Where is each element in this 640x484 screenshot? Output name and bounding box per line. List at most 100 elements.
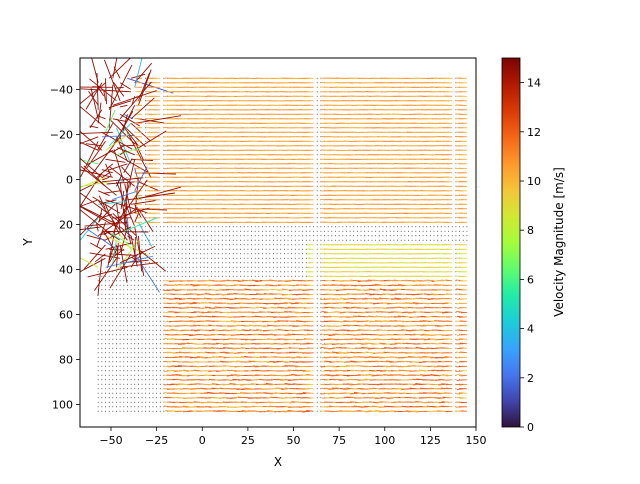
vector-dot [207, 244, 208, 245]
vector-dot [251, 231, 252, 232]
vector-dot [196, 244, 197, 245]
vector-dot [320, 231, 321, 232]
vector-dot [302, 253, 303, 254]
vector-dot [193, 249, 194, 250]
vector-dot [145, 298, 146, 299]
vector-dot [138, 303, 139, 304]
vector-arrow [285, 281, 292, 282]
vector-dot [127, 303, 128, 304]
vector-dot [131, 298, 132, 299]
vector-dot [116, 307, 117, 308]
vector-dot [226, 226, 227, 227]
vector-dot [306, 258, 307, 259]
vector-dot [182, 276, 183, 277]
vector-dot [160, 226, 161, 227]
vector-dot [222, 240, 223, 241]
vector-dot [372, 235, 373, 236]
vector-dot [357, 226, 358, 227]
vector-dot [455, 96, 456, 97]
vector-dot [320, 136, 321, 137]
vector-dot [317, 204, 318, 205]
vector-dot [393, 231, 394, 232]
vector-dot [466, 231, 467, 232]
vector-dot [200, 249, 201, 250]
vector-dot [258, 276, 259, 277]
vector-dot [423, 226, 424, 227]
vector-arrow [72, 137, 98, 147]
vector-dot [346, 226, 347, 227]
vector-dot [229, 240, 230, 241]
vector-dot [419, 235, 420, 236]
vector-dot [320, 105, 321, 106]
vector-arrow [307, 294, 314, 295]
vector-dot [160, 303, 161, 304]
vector-dot [295, 258, 296, 259]
vector-dot [105, 280, 106, 281]
vector-dot [291, 226, 292, 227]
vector-dot [163, 249, 164, 250]
vector-dot [284, 231, 285, 232]
vector-dot [167, 231, 168, 232]
vector-dot [112, 303, 113, 304]
vector-dot [251, 267, 252, 268]
vector-dot [375, 226, 376, 227]
vector-dot [317, 280, 318, 281]
vector-dot [280, 240, 281, 241]
vector-dot [291, 267, 292, 268]
vector-dot [266, 226, 267, 227]
vector-dot [163, 231, 164, 232]
vector-dot [211, 244, 212, 245]
vector-dot [218, 258, 219, 259]
vector-arrow [81, 132, 113, 133]
vector-dot [448, 240, 449, 241]
vector-dot [459, 226, 460, 227]
vector-dot [240, 262, 241, 263]
vector-dot [153, 276, 154, 277]
vector-dot [156, 276, 157, 277]
vector-arrow [431, 294, 438, 295]
vector-dot [193, 240, 194, 241]
vector-dot [284, 253, 285, 254]
vector-dot [441, 240, 442, 241]
vector-dot [269, 231, 270, 232]
vector-dot [200, 231, 201, 232]
vector-dot [163, 244, 164, 245]
vector-dot [200, 235, 201, 236]
vector-dot [211, 276, 212, 277]
vector-field [58, 35, 467, 412]
vector-dot [247, 235, 248, 236]
vector-arrow [428, 294, 435, 295]
vector-dot [222, 249, 223, 250]
vector-dot [229, 262, 230, 263]
vector-dot [204, 244, 205, 245]
vector-dot [215, 253, 216, 254]
vector-dot [156, 235, 157, 236]
vector-dot [196, 258, 197, 259]
vector-dot [455, 172, 456, 173]
vector-dot [233, 244, 234, 245]
vector-dot [156, 298, 157, 299]
vector-dot [98, 307, 99, 308]
vector-dot [273, 226, 274, 227]
vector-dot [112, 294, 113, 295]
vector-dot [120, 280, 121, 281]
vector-dot [357, 231, 358, 232]
vector-dot [412, 235, 413, 236]
vector-dot [408, 231, 409, 232]
vector-dot [156, 280, 157, 281]
vector-dot [255, 226, 256, 227]
vector-dot [160, 253, 161, 254]
vector-dot [437, 226, 438, 227]
vector-dot [320, 280, 321, 281]
vector-dot [171, 267, 172, 268]
vector-dot [295, 235, 296, 236]
vector-dot [317, 168, 318, 169]
vector-dot [317, 307, 318, 308]
vector-dot [255, 262, 256, 263]
vector-dot [174, 271, 175, 272]
vector-dot [185, 258, 186, 259]
vector-dot [167, 226, 168, 227]
vector-dot [277, 276, 278, 277]
vector-dot [317, 276, 318, 277]
vector-dot [178, 271, 179, 272]
